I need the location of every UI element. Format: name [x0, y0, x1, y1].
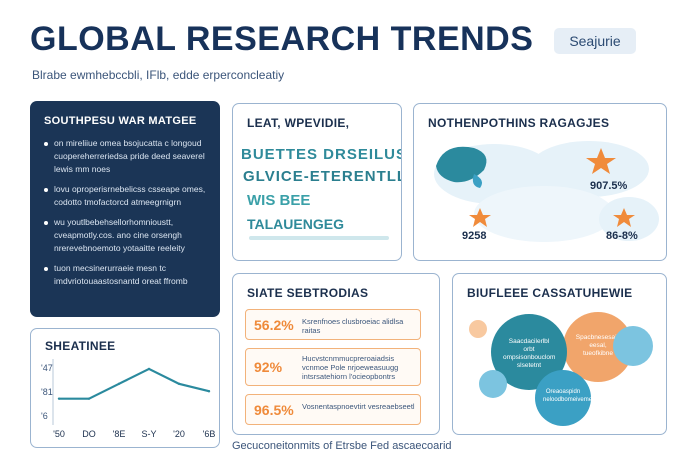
x-tick-label: '50: [53, 429, 65, 439]
keyword: TALAUENGEG: [247, 216, 344, 232]
stat-value: 96.5%: [254, 402, 294, 418]
map-value-label: 86-8%: [606, 230, 638, 242]
summary-panel: SOUTHPESU WAR MATGEE on mireliiue omea b…: [30, 101, 220, 317]
stat-description: Vosnentaspnoevtirt vesreaebseetl: [302, 402, 415, 411]
star-icon: [469, 208, 491, 227]
map-markers: [469, 148, 635, 227]
page-subtitle: Blrabe ewmhebccbli, IFlb, edde erperconc…: [32, 68, 285, 82]
bubble: [469, 320, 487, 338]
x-tick-label: '8E: [113, 429, 126, 439]
data-point: [207, 390, 211, 393]
list-item: lovu oproperisrnebelicss csseape omes, c…: [44, 183, 212, 209]
keyword: BUETTES DRSEILUST: [241, 146, 402, 163]
stat-row: 96.5% Vosnentaspnoevtirt vesreaebseetl: [245, 394, 421, 425]
x-tick-label: '6B: [203, 429, 216, 439]
map-card-title: NOTHENPOTHINS RAGAGJES: [428, 116, 610, 130]
page-title: GLOBAL RESEARCH TRENDS: [30, 20, 534, 58]
list-item: on mireliiue omea bsojucatta c longoud c…: [44, 137, 212, 176]
keyword: WIS BEE: [247, 192, 311, 209]
data-point: [177, 382, 181, 385]
data-point: [57, 397, 61, 400]
x-tick-label: '20: [173, 429, 185, 439]
stat-row: 56.2% Ksrenfnoes clusbroeiac alidlsa rai…: [245, 309, 421, 340]
stat-row: 92% Hucvstcnmmucpreroaiadsis vcnmoe Pole…: [245, 348, 421, 386]
list-item: tuon mecsinerurraeie mesn tc imdvriotoua…: [44, 262, 212, 288]
stat-value: 56.2%: [254, 317, 294, 333]
list-item: wu youtlbebehsellorhomnioustt, cveapmotl…: [44, 216, 212, 255]
map-card: NOTHENPOTHINS RAGAGJES 907.5% 9258 86-8%: [413, 103, 667, 261]
x-tick-label: DO: [82, 429, 96, 439]
y-tick-label: '47: [41, 363, 53, 373]
header-badge-button[interactable]: Seajurie: [554, 28, 636, 54]
keywords-card-title: LEAT, WPEVIDIE,: [247, 116, 350, 130]
bubble-label: Spacbnesesaio eesal, tueofkibne: [575, 334, 621, 357]
map-value-label: 907.5%: [590, 180, 628, 192]
bubble: Oreaoaspidn neloodbomeivemeno: [535, 370, 599, 426]
stat-value: 92%: [254, 359, 283, 375]
bubble: [479, 370, 507, 398]
stat-description: Hucvstcnmmucpreroaiadsis vcnmoe Pole nrj…: [302, 354, 399, 381]
line-chart-title: SHEATINEE: [45, 339, 116, 353]
bubble-card-title: BIUFLEEE CASSATUHEWIE: [467, 286, 633, 300]
data-point: [87, 397, 91, 400]
series-line: [59, 367, 210, 400]
x-tick-label: S-Y: [141, 429, 156, 439]
bubble-label: Oreaoaspidn neloodbomeivemeno: [543, 389, 599, 403]
keywords-card: LEAT, WPEVIDIE, BUETTES DRSEILUST GLVICE…: [232, 103, 402, 261]
data-point: [147, 367, 151, 371]
data-point: [117, 382, 121, 385]
keyword: GLVICE-ETERENTLL: [243, 168, 402, 185]
star-icon: [586, 148, 616, 174]
bubble: [613, 326, 653, 366]
summary-panel-title: SOUTHPESU WAR MATGEE: [44, 115, 197, 127]
star-icon: [613, 208, 635, 227]
bubble-card: BIUFLEEE CASSATUHEWIE Spacbnesesaio eesa…: [452, 273, 667, 435]
line-chart-card: SHEATINEE '47 '81 '6 '50 DO '8E S-Y '20 '6B: [30, 328, 220, 448]
footer-note: Gecuconeitonmits of Etrsbe Fed ascaecoar…: [232, 440, 452, 452]
bubble-label: Saacdacilerlbl orbt ompsisonbouclom slse…: [503, 338, 556, 369]
stats-card-title: SIATE SEBTRODIAS: [247, 286, 369, 300]
line-chart: '47 '81 '6 '50 DO '8E S-Y '20 '6B: [41, 359, 216, 439]
stats-card: SIATE SEBTRODIAS 56.2% Ksrenfnoes clusbr…: [232, 273, 440, 435]
stat-description: Ksrenfnoes clusbroeiac alidlsa raitas: [302, 317, 404, 335]
map-value-label: 9258: [462, 230, 487, 242]
y-tick-label: '81: [41, 387, 53, 397]
divider: [249, 236, 389, 240]
summary-list: on mireliiue omea bsojucatta c longoud c…: [44, 137, 212, 295]
y-tick-label: '6: [41, 411, 48, 421]
